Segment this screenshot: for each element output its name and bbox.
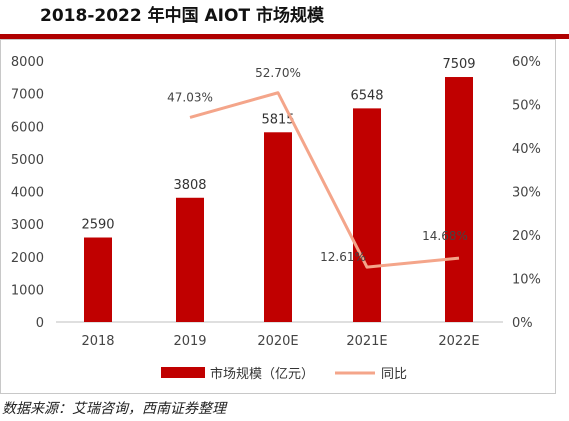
- y-left-tick-label: 4000: [11, 186, 44, 201]
- y-left-tick-label: 2000: [11, 251, 44, 266]
- y-right-tick-label: 40%: [512, 142, 541, 157]
- line-value-label: 12.61%: [320, 250, 366, 264]
- legend-label-bar: 市场规模（亿元）: [210, 366, 314, 382]
- bar: [264, 132, 292, 322]
- title-divider: [0, 34, 569, 39]
- y-right-tick-label: 0%: [512, 316, 533, 331]
- x-tick-label: 2019: [173, 334, 206, 349]
- legend-swatch-bar: [161, 367, 205, 378]
- bar-value-label: 5815: [261, 112, 294, 127]
- y-right-tick-label: 20%: [512, 229, 541, 244]
- y-left-tick-label: 5000: [11, 153, 44, 168]
- bar-value-label: 6548: [350, 88, 383, 103]
- line-value-label: 52.70%: [255, 66, 301, 80]
- yoy-line: [189, 91, 460, 269]
- y-left-tick-label: 3000: [11, 218, 44, 233]
- x-tick-label: 2021E: [346, 334, 387, 349]
- y-right-tick-label: 50%: [512, 99, 541, 114]
- y-right-tick-label: 30%: [512, 186, 541, 201]
- y-left-tick-label: 6000: [11, 120, 44, 135]
- y-right-tick-label: 60%: [512, 55, 541, 70]
- line-value-label: 47.03%: [167, 90, 213, 104]
- bar-value-label: 2590: [81, 218, 114, 233]
- chart-frame: [0, 39, 556, 394]
- legend-label-line: 同比: [381, 367, 407, 382]
- y-left-tick-label: 7000: [11, 88, 44, 103]
- bar: [445, 77, 473, 322]
- source-note: 数据来源：艾瑞咨询，西南证券整理: [2, 401, 226, 417]
- y-left-tick-label: 1000: [11, 283, 44, 298]
- y-left-tick-label: 0: [36, 316, 44, 331]
- x-tick-label: 2018: [81, 334, 114, 349]
- bar: [176, 197, 204, 322]
- bar: [353, 108, 381, 323]
- y-right-tick-label: 10%: [512, 273, 541, 288]
- chart-title: 2018-2022 年中国 AIOT 市场规模: [40, 6, 324, 26]
- line-value-label: 14.68%: [422, 229, 468, 243]
- x-tick-label: 2020E: [257, 334, 298, 349]
- bar-value-label: 7509: [442, 57, 475, 72]
- bar-value-label: 3808: [173, 178, 206, 193]
- bar: [84, 237, 112, 322]
- y-left-tick-label: 8000: [11, 55, 44, 70]
- x-tick-label: 2022E: [438, 334, 479, 349]
